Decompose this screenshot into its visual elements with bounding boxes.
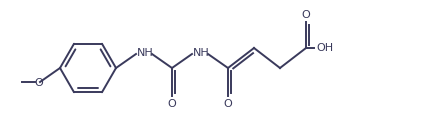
Text: NH: NH	[137, 48, 153, 58]
Text: O: O	[167, 99, 176, 109]
Text: O: O	[35, 78, 43, 88]
Text: OH: OH	[315, 43, 332, 53]
Text: O: O	[223, 99, 232, 109]
Text: O: O	[301, 10, 310, 20]
Text: NH: NH	[193, 48, 209, 58]
